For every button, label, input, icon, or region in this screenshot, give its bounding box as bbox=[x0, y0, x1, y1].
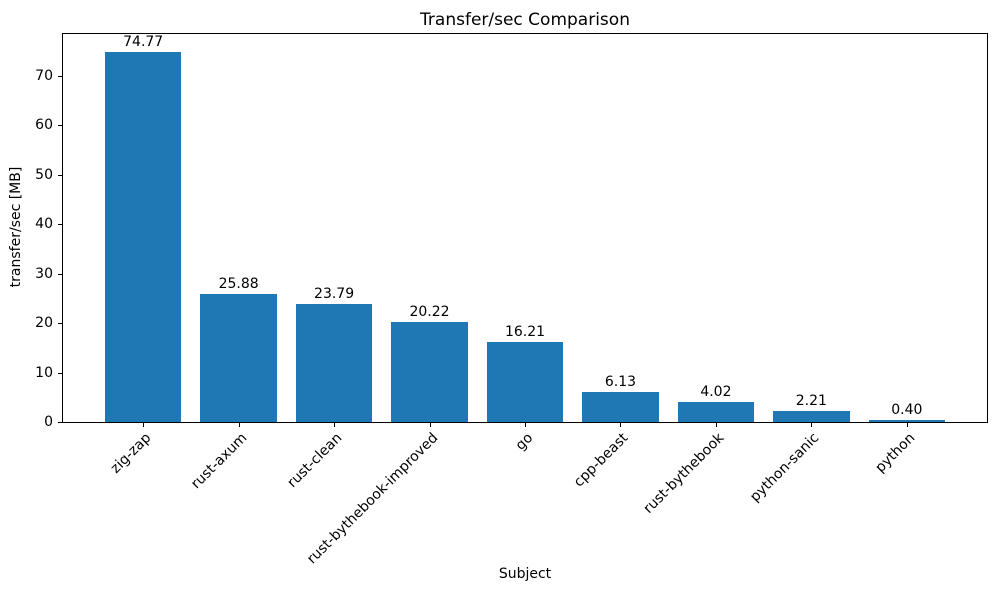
x-tick bbox=[238, 423, 240, 427]
bar-value-label: 74.77 bbox=[123, 34, 164, 51]
y-tick bbox=[58, 373, 62, 374]
bar-rust-axum bbox=[200, 294, 277, 422]
x-tick bbox=[334, 423, 336, 427]
y-tick-label: 0 bbox=[44, 414, 53, 430]
bar-zig-zap bbox=[105, 52, 182, 422]
y-tick-label: 10 bbox=[35, 365, 53, 381]
y-tick bbox=[58, 274, 62, 275]
bar-value-label: 16.21 bbox=[504, 323, 546, 340]
x-tick bbox=[525, 423, 526, 427]
bar-python-sanic bbox=[773, 411, 850, 422]
y-tick bbox=[58, 175, 62, 176]
y-tick-label: 60 bbox=[35, 117, 53, 133]
chart-title: Transfer/sec Comparison bbox=[420, 10, 630, 30]
bar-rust-clean bbox=[295, 304, 373, 422]
bar-value-label: 4.02 bbox=[700, 384, 732, 401]
bar-go bbox=[486, 341, 564, 422]
y-tick bbox=[58, 422, 62, 423]
y-tick-label: 70 bbox=[35, 68, 53, 84]
bar-value-label: 23.79 bbox=[314, 286, 355, 303]
y-tick-label: 40 bbox=[35, 216, 53, 232]
y-tick-label: 20 bbox=[35, 315, 53, 331]
y-tick-label: 30 bbox=[35, 266, 53, 282]
bar-cpp-beast bbox=[582, 391, 659, 422]
bar-value-label: 2.21 bbox=[795, 393, 827, 410]
y-tick-label: 50 bbox=[35, 167, 53, 183]
bar-rust-bythebook-improved bbox=[391, 322, 468, 422]
y-tick bbox=[58, 323, 62, 324]
bar-value-label: 6.13 bbox=[604, 373, 637, 390]
bar-value-label: 0.40 bbox=[891, 402, 923, 419]
bar-rust-bythebook bbox=[677, 402, 755, 422]
x-tick bbox=[620, 423, 622, 427]
x-tick bbox=[143, 423, 145, 427]
bar-value-label: 25.88 bbox=[218, 276, 259, 293]
bar-python bbox=[868, 420, 945, 422]
bar-value-label: 20.22 bbox=[409, 304, 450, 321]
x-tick bbox=[811, 423, 813, 427]
x-tick bbox=[429, 423, 431, 427]
y-tick bbox=[58, 76, 62, 77]
plot-area bbox=[62, 33, 988, 423]
y-tick bbox=[58, 224, 62, 225]
x-tick bbox=[715, 423, 717, 427]
x-axis-label: Subject bbox=[498, 566, 552, 582]
y-tick bbox=[58, 125, 62, 126]
x-tick bbox=[906, 423, 908, 427]
